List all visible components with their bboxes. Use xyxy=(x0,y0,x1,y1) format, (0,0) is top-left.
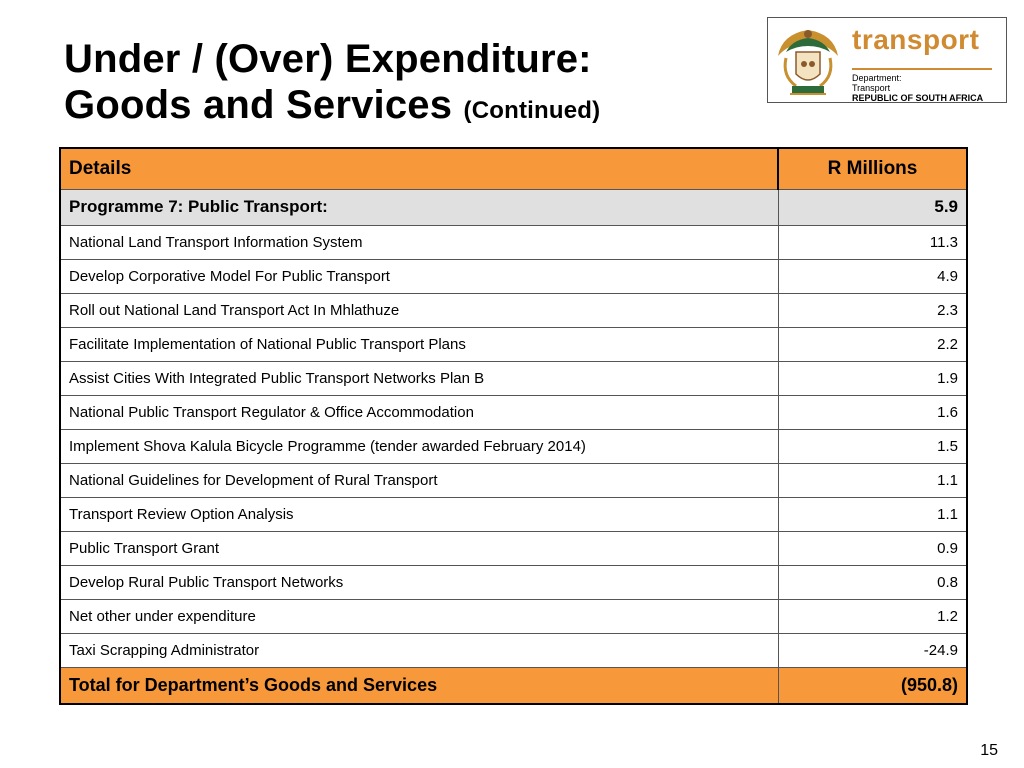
expenditure-table: Details R Millions Programme 7: Public T… xyxy=(59,147,968,705)
row-value: 1.9 xyxy=(777,360,968,396)
row-label: Net other under expenditure xyxy=(59,598,779,634)
header-amount: R Millions xyxy=(777,147,968,190)
row-value: 0.9 xyxy=(777,530,968,566)
row-label: Implement Shova Kalula Bicycle Programme… xyxy=(59,428,779,464)
title-line-1: Under / (Over) Expenditure: xyxy=(64,37,592,81)
header-details: Details xyxy=(59,147,779,190)
title-main: Goods and Services xyxy=(64,83,453,127)
logo-dept-line-2: Transport xyxy=(852,83,891,93)
table-header-row: Details R Millions xyxy=(59,147,968,190)
programme-value: 5.9 xyxy=(777,188,968,226)
row-value: 1.2 xyxy=(777,598,968,634)
logo-dept-line-3: REPUBLIC OF SOUTH AFRICA xyxy=(852,93,984,103)
row-label: Develop Corporative Model For Public Tra… xyxy=(59,258,779,294)
page-number: 15 xyxy=(980,742,998,759)
table-row: National Public Transport Regulator & Of… xyxy=(59,394,968,430)
table-row: Assist Cities With Integrated Public Tra… xyxy=(59,360,968,396)
row-label: Facilitate Implementation of National Pu… xyxy=(59,326,779,362)
table-row: Implement Shova Kalula Bicycle Programme… xyxy=(59,428,968,464)
table-row: National Guidelines for Development of R… xyxy=(59,462,968,498)
table-row: Public Transport Grant 0.9 xyxy=(59,530,968,566)
row-label: Transport Review Option Analysis xyxy=(59,496,779,532)
table-row: Develop Corporative Model For Public Tra… xyxy=(59,258,968,294)
table-row: National Land Transport Information Syst… xyxy=(59,224,968,260)
row-value: -24.9 xyxy=(777,632,968,668)
slide-title: Under / (Over) Expenditure: Goods and Se… xyxy=(64,36,600,134)
table-row: Develop Rural Public Transport Networks … xyxy=(59,564,968,600)
row-value: 1.1 xyxy=(777,496,968,532)
row-label: National Public Transport Regulator & Of… xyxy=(59,394,779,430)
row-value: 1.6 xyxy=(777,394,968,430)
total-label: Total for Department’s Goods and Service… xyxy=(59,666,779,705)
row-label: Roll out National Land Transport Act In … xyxy=(59,292,779,328)
logo-department-text: Department: Transport REPUBLIC OF SOUTH … xyxy=(852,73,983,103)
title-line-2: Goods and Services (Continued) xyxy=(64,82,600,134)
row-label: Assist Cities With Integrated Public Tra… xyxy=(59,360,779,396)
coat-of-arms-icon xyxy=(778,30,838,95)
total-row: Total for Department’s Goods and Service… xyxy=(59,666,968,705)
row-value: 1.5 xyxy=(777,428,968,464)
logo-dept-line-1: Department: xyxy=(852,73,902,83)
table-row: Facilitate Implementation of National Pu… xyxy=(59,326,968,362)
programme-label: Programme 7: Public Transport: xyxy=(59,188,779,226)
row-label: Taxi Scrapping Administrator xyxy=(59,632,779,668)
row-label: National Guidelines for Development of R… xyxy=(59,462,779,498)
logo-wordmark: transport xyxy=(852,24,980,55)
programme-row: Programme 7: Public Transport: 5.9 xyxy=(59,188,968,226)
table-row: Transport Review Option Analysis 1.1 xyxy=(59,496,968,532)
table-row: Roll out National Land Transport Act In … xyxy=(59,292,968,328)
row-value: 0.8 xyxy=(777,564,968,600)
row-value: 11.3 xyxy=(777,224,968,260)
title-suffix: (Continued) xyxy=(463,97,601,124)
table-row: Taxi Scrapping Administrator -24.9 xyxy=(59,632,968,668)
row-label: Public Transport Grant xyxy=(59,530,779,566)
row-value: 2.3 xyxy=(777,292,968,328)
row-value: 4.9 xyxy=(777,258,968,294)
table-row: Net other under expenditure 1.2 xyxy=(59,598,968,634)
row-value: 2.2 xyxy=(777,326,968,362)
total-value: (950.8) xyxy=(777,666,968,705)
department-logo: transport Department: Transport REPUBLIC… xyxy=(767,17,1007,103)
row-value: 1.1 xyxy=(777,462,968,498)
row-label: Develop Rural Public Transport Networks xyxy=(59,564,779,600)
row-label: National Land Transport Information Syst… xyxy=(59,224,779,260)
logo-rule xyxy=(852,68,992,70)
